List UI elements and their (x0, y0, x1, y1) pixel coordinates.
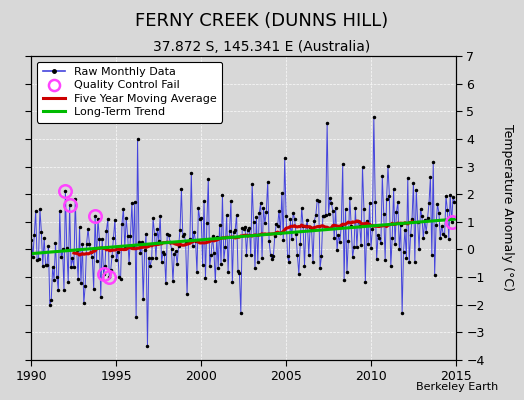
Text: Berkeley Earth: Berkeley Earth (416, 382, 498, 392)
Legend: Raw Monthly Data, Quality Control Fail, Five Year Moving Average, Long-Term Tren: Raw Monthly Data, Quality Control Fail, … (37, 62, 222, 123)
Y-axis label: Temperature Anomaly (°C): Temperature Anomaly (°C) (501, 124, 515, 292)
Text: 37.872 S, 145.341 E (Australia): 37.872 S, 145.341 E (Australia) (154, 40, 370, 54)
Text: FERNY CREEK (DUNNS HILL): FERNY CREEK (DUNNS HILL) (135, 12, 389, 30)
